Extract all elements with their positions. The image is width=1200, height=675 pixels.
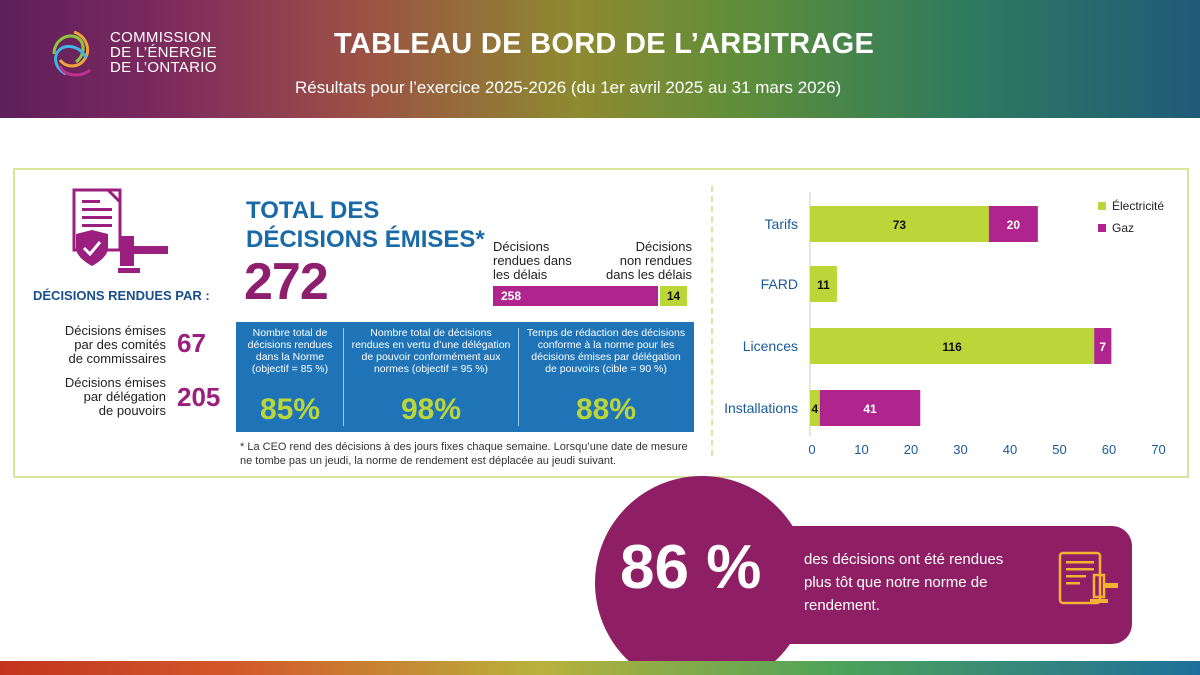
bar-fard-electricite	[810, 266, 837, 302]
category-label-tarifs: Tarifs	[765, 216, 798, 232]
label-line: Décisions émises	[64, 375, 166, 390]
kpi-label-line: normes (objectif = 95 %)	[373, 363, 489, 375]
delegated-decisions-value: 205	[177, 382, 221, 412]
title-line: DÉCISIONS ÉMISES*	[246, 226, 485, 253]
on-time-label: Décisions rendues dans les délais	[493, 240, 572, 282]
kpi-value: 85%	[259, 393, 321, 426]
label-line: de commissaires	[68, 351, 166, 366]
kpi-label-line: décisions rendues	[247, 339, 333, 351]
logo-line-2: DE L’ÉNERGIE	[110, 44, 217, 61]
bar-installations-gaz	[819, 390, 921, 426]
label-line: Décisions émises	[64, 323, 166, 338]
category-label-fard: FARD	[761, 276, 798, 292]
title-line: TOTAL DES	[246, 197, 380, 224]
category-label-licences: Licences	[743, 338, 798, 354]
x-tick-label: 50	[1052, 442, 1066, 457]
footnote: * La CEO rend des décisions à des jours …	[240, 440, 710, 468]
legend-label: Électricité	[1112, 198, 1164, 213]
kpi-label-line: Temps de rédaction des décisions	[526, 327, 686, 339]
label-line: Décisions	[493, 239, 550, 254]
callout-text: des décisions ont été rendues plus tôt q…	[804, 551, 1004, 614]
kpi-label-line: Nombre total de décisions	[370, 327, 492, 339]
kpi-label-line: conforme à la norme pour les	[537, 339, 675, 351]
label-line: non rendues	[619, 253, 692, 268]
bar-licences-gaz	[1094, 328, 1112, 364]
committee-decisions-value: 67	[177, 328, 206, 358]
kpi-label-line: (objectif = 85 %)	[251, 363, 329, 375]
kpi-delegation: Nombre total de décisions rendues en ver…	[346, 327, 516, 427]
bottom-color-strip	[0, 661, 1200, 675]
kpi-separator	[343, 328, 344, 426]
bar-licences-electricite	[810, 328, 1095, 364]
logo-wordmark: COMMISSION DE L’ÉNERGIE DE L’ONTARIO	[110, 30, 217, 75]
bar-tarifs-electricite	[810, 206, 989, 242]
x-tick-label: 10	[854, 442, 868, 457]
legend-label: Gaz	[1112, 221, 1134, 235]
legend-swatch	[1098, 224, 1106, 232]
bar-value-label: 4	[812, 402, 819, 416]
on-time-bar: 258	[493, 286, 658, 306]
x-tick-label: 60	[1102, 442, 1116, 457]
bar-value-label: 20	[1007, 218, 1021, 232]
total-decisions-title: TOTAL DES DÉCISIONS ÉMISES*	[246, 196, 485, 254]
ceo-logo-icon	[52, 30, 91, 77]
kpi-label-line: Nombre total de	[252, 327, 328, 339]
kpi-label-line: décisions émises par délégation	[531, 351, 681, 363]
section-label: DÉCISIONS RENDUES PAR :	[33, 288, 210, 303]
x-tick-label: 70	[1151, 442, 1165, 457]
label-line: par des comités	[74, 337, 166, 352]
late-label: Décisions non rendues dans les délais	[594, 240, 692, 282]
page-title: TABLEAU DE BORD DE L’ARBITRAGE	[334, 28, 875, 60]
bar-value-label: 73	[893, 218, 907, 232]
kpi-label-line: rendues en vertu d’une délégation	[351, 339, 511, 351]
callout-circle	[595, 476, 809, 675]
panel-divider	[711, 186, 713, 456]
header-banner: COMMISSION DE L’ÉNERGIE DE L’ONTARIO TAB…	[0, 0, 1200, 118]
x-tick-label: 30	[953, 442, 967, 457]
category-label-installations: Installations	[724, 400, 798, 416]
bar-value-label: 11	[817, 278, 830, 292]
late-bar: 14	[660, 286, 687, 306]
bar-value-label: 7	[1099, 340, 1106, 354]
label-line: de pouvoirs	[98, 403, 166, 418]
label-line: les délais	[493, 267, 548, 282]
document-gavel-icon	[1058, 551, 1118, 605]
callout-value: 86 %	[620, 533, 762, 602]
decision-document-gavel-icon	[72, 188, 168, 273]
delegated-decisions-label: Décisions émises par délégation de pouvo…	[26, 376, 166, 418]
label-line: par délégation	[83, 389, 166, 404]
bar-value-label: 41	[863, 402, 877, 416]
page-subtitle: Résultats pour l’exercice 2025-2026 (du …	[295, 78, 842, 97]
label-line: dans les délais	[606, 267, 692, 282]
kpi-label-line: dans la Norme	[255, 351, 325, 363]
kpi-separator	[518, 328, 519, 426]
logo-line-3: DE L’ONTARIO	[110, 59, 217, 76]
bar-tarifs-gaz	[988, 206, 1038, 242]
committee-decisions-label: Décisions émises par des comités de comm…	[26, 324, 166, 366]
x-tick-label: 20	[904, 442, 918, 457]
kpi-standard: Nombre total de décisions rendues dans l…	[240, 327, 340, 427]
kpi-drafting-time: Temps de rédaction des décisions conform…	[521, 327, 691, 427]
bar-installations-electricite	[810, 390, 820, 426]
kpi-value: 98%	[400, 393, 462, 426]
total-decisions-value: 272	[244, 253, 329, 311]
kpi-label-line: de pouvoir conformément aux	[361, 351, 501, 363]
legend-swatch	[1098, 202, 1106, 210]
logo-line-1: COMMISSION	[110, 29, 212, 46]
bar-value-label: 116	[942, 340, 962, 354]
kpi-box	[236, 322, 694, 432]
label-line: rendues dans	[493, 253, 572, 268]
footnote-line: ne tombe pas un jeudi, la norme de rende…	[240, 455, 617, 467]
decisions-by-type-chart: Tarifs 73 20 FARD 11 Licences 116 7 Installation…	[724, 192, 1166, 457]
footnote-line: * La CEO rend des décisions à des jours …	[240, 441, 688, 453]
kpi-label-line: de pouvoirs (cible = 90 %)	[545, 363, 667, 375]
x-tick-label: 0	[808, 442, 815, 457]
x-tick-label: 40	[1003, 442, 1017, 457]
label-line: Décisions	[635, 239, 692, 254]
kpi-value: 88%	[575, 393, 637, 426]
